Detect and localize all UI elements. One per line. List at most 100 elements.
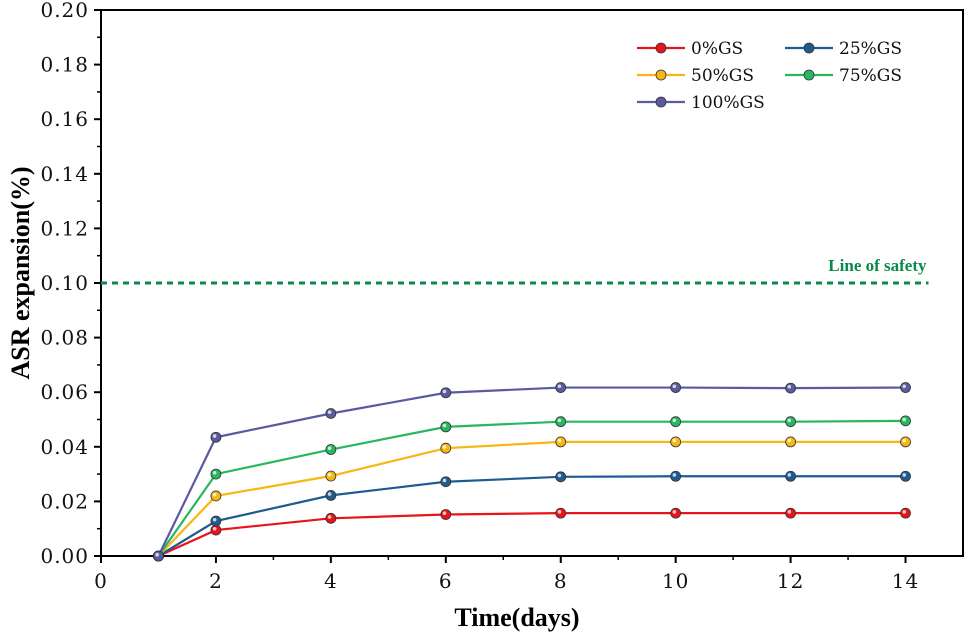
data-point-highlight [902,417,907,422]
data-point-highlight [155,552,159,557]
data-point [210,524,222,536]
data-point [670,470,682,482]
data-point-highlight [787,438,792,443]
y-tick-label: 0.18 [40,53,89,77]
data-point [440,421,452,433]
data-point [670,416,682,428]
series-group [153,382,911,562]
axes: 0 2 4 6 8 10 12 14 0.00 0.02 0.04 0.06 0.08 0.10 0.12 0… [6,0,964,632]
safety-line-group: Line of safety [101,256,929,285]
y-tick-label: 0.10 [40,271,89,295]
data-point [210,468,222,480]
safety-line-label: Line of safety [828,256,927,275]
series-75pct-gs [153,415,911,562]
data-point-highlight [557,418,562,423]
y-tick-label: 0.04 [40,435,89,459]
data-point [785,382,796,394]
series-line [157,386,906,557]
y-axis-title: ASR expansion(%) [6,166,35,379]
x-tick-label: 12 [777,569,804,593]
x-tick-label: 0 [94,569,108,593]
x-tick-label: 10 [662,569,689,593]
data-point [900,415,911,427]
data-point [440,387,452,399]
data-point-highlight [672,438,677,443]
data-point-highlight [327,472,332,477]
legend-entry: 25%GS [785,39,902,59]
series-0pct-gs [153,507,911,562]
data-point [555,416,567,428]
legend-swatch-marker [803,69,815,81]
data-point [153,550,164,562]
data-point [900,470,911,482]
data-point-highlight [442,511,447,516]
data-point-highlight [672,418,677,423]
y-tick-label: 0.12 [40,216,89,240]
data-point-highlight [212,517,217,522]
legend-label: 50%GS [691,66,754,86]
data-point-highlight [787,510,792,514]
data-point [325,444,337,455]
data-point-highlight [787,385,792,389]
data-point [210,431,222,443]
data-point [785,416,796,428]
data-point-highlight [327,492,332,496]
x-tick-label: 8 [554,569,568,593]
data-point [440,509,452,520]
data-point [325,470,337,482]
y-tick-label: 0.00 [40,544,89,568]
legend-entry: 100%GS [637,93,765,113]
data-point [325,489,337,501]
data-point [555,436,567,448]
series-25pct-gs [153,470,911,562]
data-point [325,408,337,419]
y-tick-label: 0.14 [40,162,89,186]
series-line [157,440,906,557]
legend-label: 100%GS [691,93,765,113]
data-point-highlight [672,510,677,514]
data-point [900,382,911,393]
series-line [157,419,906,557]
data-point-highlight [902,384,907,389]
legend-label: 0%GS [691,39,743,59]
data-point-highlight [787,418,792,423]
y-tick-label: 0.08 [40,326,89,350]
x-tick-label: 2 [209,569,223,593]
data-point [440,476,452,488]
x-axis-title: Time(days) [454,603,579,632]
data-point-highlight [327,446,332,451]
data-point [555,382,567,393]
data-point [785,470,796,482]
data-point [210,515,222,527]
data-point [785,507,796,519]
series-50pct-gs [153,436,911,562]
data-point [440,442,452,454]
data-point-highlight [212,526,217,531]
data-point-highlight [442,445,447,449]
legend-swatch-marker [655,96,667,108]
data-point [900,507,911,519]
data-point [555,471,567,483]
data-point-highlight [327,410,332,414]
data-point-highlight [902,473,907,477]
data-point-highlight [672,473,677,477]
data-point-highlight [212,492,217,497]
legend-entry: 75%GS [785,66,902,86]
y-tick-label: 0.16 [40,107,89,131]
data-point-highlight [557,438,562,443]
x-tick-label: 4 [324,569,338,593]
data-point-highlight [787,473,792,477]
y-tick-label: 0.06 [40,380,89,404]
data-point [785,436,796,448]
data-point-highlight [557,510,562,514]
legend-label: 75%GS [839,66,902,86]
data-point-highlight [672,384,677,389]
data-point-highlight [212,471,217,475]
legend-entry: 0%GS [637,39,743,59]
data-point [900,436,911,448]
legend-swatch-marker [655,42,667,54]
data-point-highlight [902,510,907,514]
legend-label: 25%GS [839,39,902,59]
data-point-highlight [902,438,907,443]
data-point-highlight [327,515,332,519]
